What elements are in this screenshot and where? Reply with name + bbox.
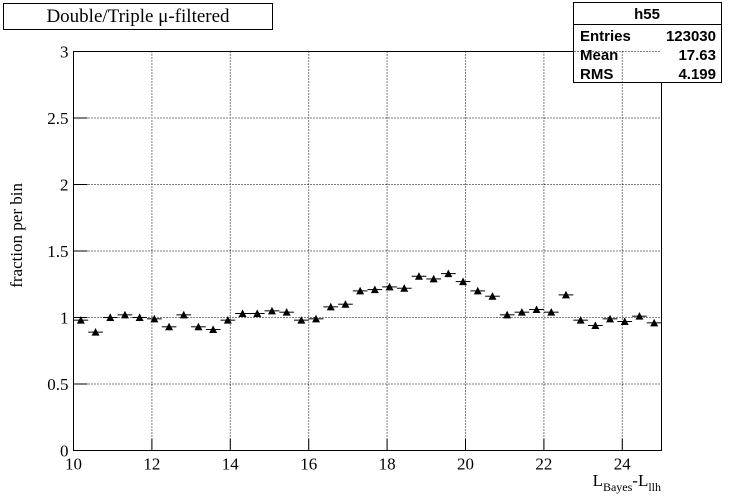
marker bbox=[179, 310, 188, 319]
marker bbox=[488, 292, 497, 300]
x-title-sub: llh bbox=[648, 480, 661, 494]
marker bbox=[576, 316, 585, 324]
marker bbox=[326, 302, 335, 311]
marker bbox=[473, 286, 482, 295]
stats-label: Mean bbox=[580, 47, 618, 64]
marker bbox=[238, 309, 247, 318]
marker bbox=[297, 316, 306, 324]
marker bbox=[356, 286, 365, 295]
x-tick-label: 22 bbox=[535, 455, 552, 474]
marker bbox=[223, 316, 232, 324]
x-tick-label: 20 bbox=[457, 455, 474, 474]
marker bbox=[517, 308, 526, 316]
marker bbox=[165, 322, 174, 331]
x-title-part: L bbox=[593, 471, 603, 490]
stats-label: Entries bbox=[580, 28, 631, 45]
marker bbox=[91, 328, 100, 336]
stats-value: 4.199 bbox=[678, 66, 716, 83]
y-tick-label: 2 bbox=[60, 176, 69, 195]
marker bbox=[503, 310, 512, 319]
marker bbox=[106, 313, 115, 321]
marker bbox=[444, 269, 453, 278]
stats-title: h55 bbox=[634, 6, 660, 23]
marker bbox=[135, 313, 144, 321]
marker bbox=[429, 274, 438, 283]
marker bbox=[253, 309, 262, 318]
marker bbox=[547, 308, 556, 316]
x-tick-label: 16 bbox=[300, 455, 317, 474]
y-axis-title: fraction per bin bbox=[7, 183, 26, 288]
x-tick-label: 24 bbox=[614, 455, 632, 474]
marker bbox=[282, 308, 291, 316]
title-box bbox=[3, 3, 273, 30]
x-tick-label: 12 bbox=[143, 455, 160, 474]
chart-title: Double/Triple μ-filtered bbox=[46, 6, 230, 27]
marker bbox=[120, 310, 129, 319]
marker bbox=[370, 285, 379, 294]
marker bbox=[76, 316, 85, 324]
stats-value: 17.63 bbox=[678, 47, 716, 64]
marker bbox=[385, 282, 394, 291]
x-tick-label: 18 bbox=[379, 455, 396, 474]
stats-box bbox=[573, 2, 722, 83]
x-tick-label: 10 bbox=[65, 455, 82, 474]
marker bbox=[620, 317, 629, 325]
marker bbox=[150, 314, 159, 323]
y-tick-label: 0 bbox=[60, 442, 69, 461]
y-tick-label: 1 bbox=[60, 309, 69, 328]
x-axis-title: LBayes-Lllh bbox=[593, 471, 661, 494]
stats-label: RMS bbox=[580, 66, 613, 83]
x-title-sub: Bayes bbox=[603, 480, 633, 494]
marker bbox=[650, 318, 659, 327]
marker bbox=[635, 312, 644, 320]
marker bbox=[591, 321, 600, 329]
x-tick-label: 14 bbox=[222, 455, 240, 474]
stats-value: 123030 bbox=[666, 28, 716, 45]
marker bbox=[561, 290, 570, 299]
y-tick-label: 0.5 bbox=[47, 375, 68, 394]
y-tick-label: 3 bbox=[60, 43, 69, 62]
marker bbox=[194, 322, 203, 331]
marker bbox=[532, 305, 541, 314]
x-title-part: -L bbox=[632, 471, 648, 490]
y-tick-label: 2.5 bbox=[47, 109, 68, 128]
y-tick-label: 1.5 bbox=[47, 242, 68, 261]
marker bbox=[400, 284, 409, 292]
marker bbox=[459, 277, 468, 286]
marker bbox=[606, 314, 615, 323]
marker bbox=[341, 300, 350, 308]
marker bbox=[312, 314, 321, 323]
marker bbox=[267, 306, 276, 315]
marker bbox=[209, 325, 218, 333]
marker bbox=[414, 272, 423, 280]
